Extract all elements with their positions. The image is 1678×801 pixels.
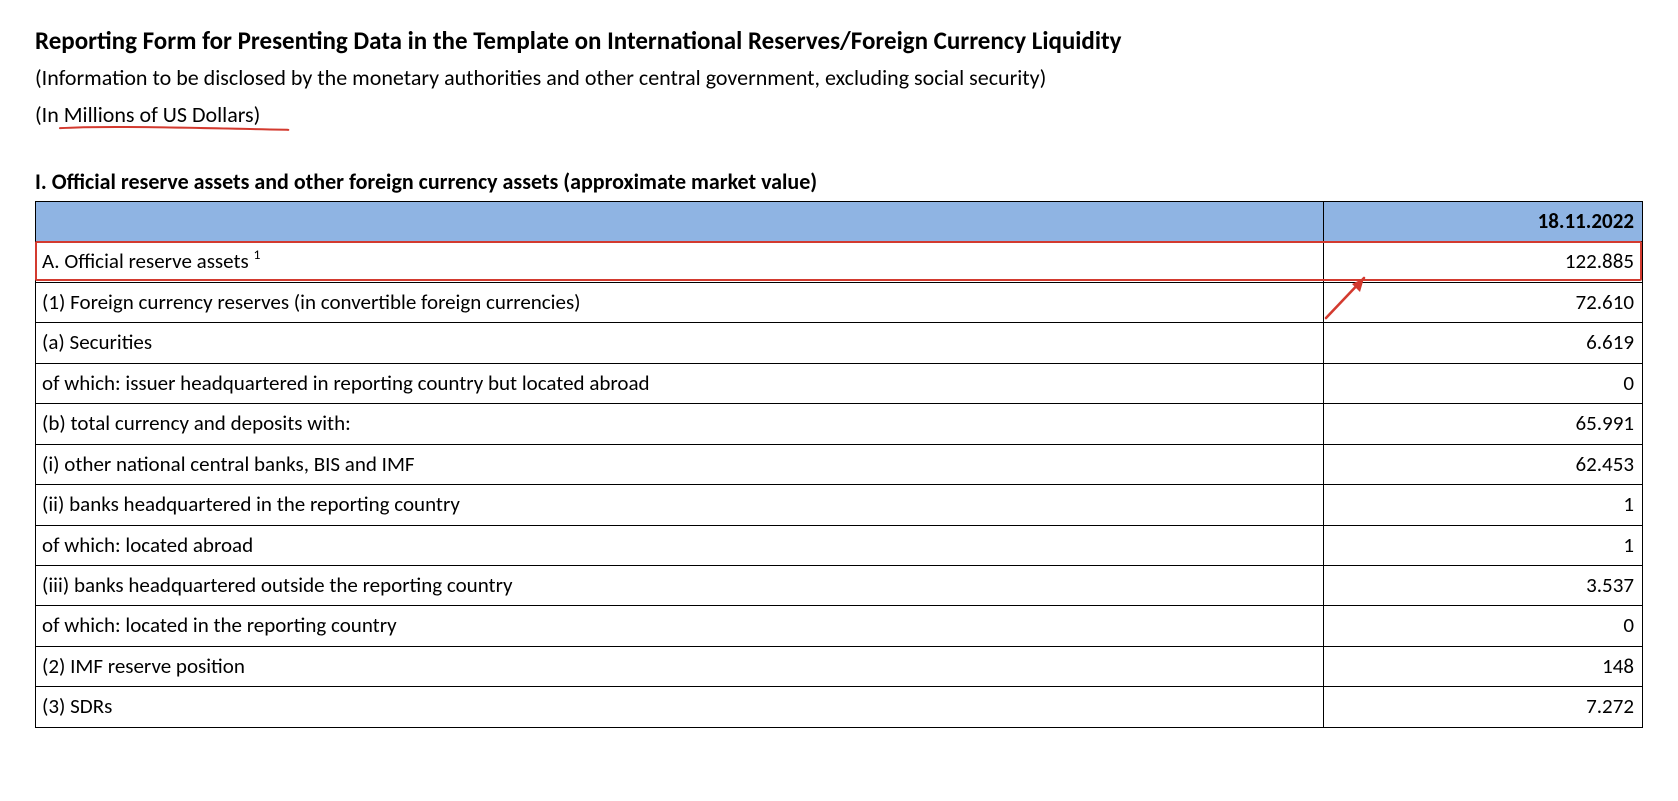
table-row: (b) total currency and deposits with:65.… xyxy=(36,404,1643,444)
row-value: 148 xyxy=(1324,646,1643,686)
table-row: (iii) banks headquartered outside the re… xyxy=(36,565,1643,605)
row-label: of which: located in the reporting count… xyxy=(36,606,1324,646)
table-row: of which: located abroad1 xyxy=(36,525,1643,565)
row-label: (1) Foreign currency reserves (in conver… xyxy=(36,282,1324,322)
footnote-ref: 1 xyxy=(253,246,260,263)
unit-text: (In Millions of US Dollars) xyxy=(35,101,260,128)
document-subtitle: (Information to be disclosed by the mone… xyxy=(35,64,1643,91)
unit-line: (In Millions of US Dollars) xyxy=(35,101,260,128)
row-label: (b) total currency and deposits with: xyxy=(36,404,1324,444)
row-value: 1 xyxy=(1324,525,1643,565)
row-value: 122.885 xyxy=(1324,242,1643,282)
table-row: (2) IMF reserve position148 xyxy=(36,646,1643,686)
header-blank xyxy=(36,202,1324,242)
row-label: of which: located abroad xyxy=(36,525,1324,565)
row-label: of which: issuer headquartered in report… xyxy=(36,363,1324,403)
row-label: (a) Securities xyxy=(36,323,1324,363)
row-label: A. Official reserve assets 1 xyxy=(36,242,1324,282)
table-row: (1) Foreign currency reserves (in conver… xyxy=(36,282,1643,322)
reserves-table: 18.11.2022 A. Official reserve assets 11… xyxy=(35,201,1643,728)
row-value: 72.610 xyxy=(1324,282,1643,322)
row-value: 7.272 xyxy=(1324,687,1643,727)
header-date: 18.11.2022 xyxy=(1324,202,1643,242)
row-value: 1 xyxy=(1324,485,1643,525)
row-label: (i) other national central banks, BIS an… xyxy=(36,444,1324,484)
table-row: A. Official reserve assets 1122.885 xyxy=(36,242,1643,282)
row-label: (3) SDRs xyxy=(36,687,1324,727)
row-value: 65.991 xyxy=(1324,404,1643,444)
table-row: (3) SDRs7.272 xyxy=(36,687,1643,727)
row-value: 6.619 xyxy=(1324,323,1643,363)
row-label: (iii) banks headquartered outside the re… xyxy=(36,565,1324,605)
table-row: (i) other national central banks, BIS an… xyxy=(36,444,1643,484)
table-row: (a) Securities6.619 xyxy=(36,323,1643,363)
row-value: 3.537 xyxy=(1324,565,1643,605)
table-body: A. Official reserve assets 1122.885(1) F… xyxy=(36,242,1643,727)
table-header-row: 18.11.2022 xyxy=(36,202,1643,242)
row-label: (2) IMF reserve position xyxy=(36,646,1324,686)
table-row: of which: located in the reporting count… xyxy=(36,606,1643,646)
row-value: 62.453 xyxy=(1324,444,1643,484)
section-heading: I. Official reserve assets and other for… xyxy=(35,168,1643,195)
table-container: 18.11.2022 A. Official reserve assets 11… xyxy=(35,201,1643,728)
table-row: of which: issuer headquartered in report… xyxy=(36,363,1643,403)
document-title: Reporting Form for Presenting Data in th… xyxy=(35,25,1643,56)
row-value: 0 xyxy=(1324,606,1643,646)
table-row: (ii) banks headquartered in the reportin… xyxy=(36,485,1643,525)
row-value: 0 xyxy=(1324,363,1643,403)
row-label: (ii) banks headquartered in the reportin… xyxy=(36,485,1324,525)
